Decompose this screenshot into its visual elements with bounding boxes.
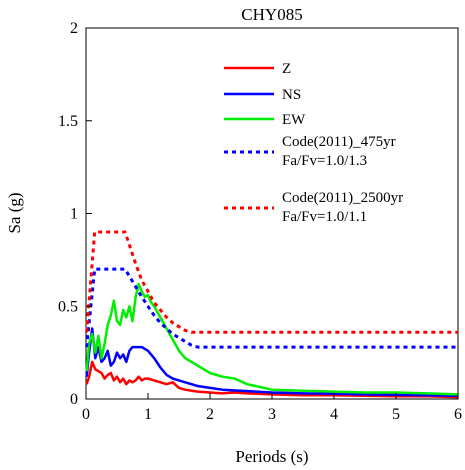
y-tick-label-1: 0.5 (58, 298, 78, 315)
legend-label-4-0: Code(2011)_2500yr (282, 190, 403, 206)
x-tick-label-5: 5 (392, 406, 400, 423)
y-tick-label-2: 1 (70, 206, 78, 223)
y-axis-title: Sa (g) (5, 192, 24, 233)
chart-title: CHY085 (241, 5, 302, 24)
legend: Z NS EW Code(2011)_475yr Fa/Fv=1.0/1.3 Code(2… (224, 61, 403, 225)
y-tick-label-3: 1.5 (58, 113, 78, 130)
legend-label-3-0: Code(2011)_475yr (282, 134, 396, 150)
legend-label-0-0: Z (282, 61, 291, 77)
axis-ticks: 0 1 2 3 4 5 6 0 0.5 1 1.5 2 (58, 20, 462, 423)
legend-label-3-1: Fa/Fv=1.0/1.3 (282, 153, 367, 169)
y-tick-label-4: 2 (70, 20, 78, 37)
x-tick-label-3: 3 (268, 406, 276, 423)
series-layer (85, 230, 459, 399)
x-tick-label-6: 6 (454, 406, 462, 423)
legend-label-1-0: NS (282, 87, 301, 103)
series-line-2 (85, 282, 459, 396)
plot-frame (85, 27, 459, 400)
legend-label-2-0: EW (282, 112, 306, 128)
x-tick-label-1: 1 (144, 406, 152, 423)
x-tick-label-2: 2 (206, 406, 214, 423)
y-tick-label-0: 0 (70, 391, 78, 408)
series-line-4 (85, 230, 458, 334)
x-tick-label-4: 4 (330, 406, 338, 423)
series-line-1 (85, 327, 459, 397)
x-tick-label-0: 0 (82, 406, 90, 423)
x-axis-title: Periods (s) (235, 447, 308, 466)
series-line-3 (85, 267, 458, 349)
series-line-0 (85, 360, 459, 399)
legend-label-4-1: Fa/Fv=1.0/1.1 (282, 209, 367, 225)
